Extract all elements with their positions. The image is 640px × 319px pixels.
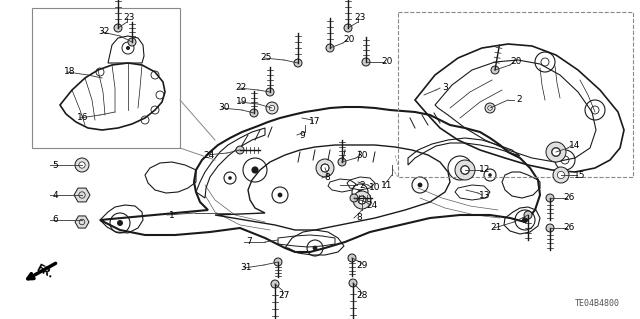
- Circle shape: [353, 191, 371, 209]
- Circle shape: [546, 142, 566, 162]
- Circle shape: [344, 24, 352, 32]
- Circle shape: [326, 44, 334, 52]
- Circle shape: [362, 58, 370, 66]
- Circle shape: [488, 173, 492, 177]
- Circle shape: [271, 280, 279, 288]
- Circle shape: [321, 164, 329, 172]
- Text: 30: 30: [218, 103, 230, 113]
- Circle shape: [236, 146, 244, 154]
- Circle shape: [491, 66, 499, 74]
- Text: 22: 22: [236, 84, 247, 93]
- Text: 23: 23: [124, 13, 135, 23]
- Circle shape: [455, 160, 475, 180]
- Circle shape: [546, 224, 554, 232]
- Circle shape: [114, 24, 122, 32]
- Circle shape: [316, 159, 334, 177]
- Circle shape: [349, 279, 357, 287]
- Text: 19: 19: [236, 98, 247, 107]
- Polygon shape: [74, 188, 90, 202]
- Circle shape: [274, 258, 282, 266]
- Circle shape: [312, 246, 317, 250]
- Circle shape: [485, 103, 495, 113]
- Text: 3: 3: [442, 84, 448, 93]
- Circle shape: [79, 162, 85, 168]
- Circle shape: [269, 105, 275, 111]
- Circle shape: [228, 176, 232, 180]
- Circle shape: [522, 217, 528, 223]
- Text: 18: 18: [63, 68, 75, 77]
- Text: 24: 24: [367, 201, 378, 210]
- Circle shape: [278, 193, 282, 197]
- Circle shape: [456, 164, 463, 172]
- Text: 29: 29: [356, 261, 368, 270]
- Text: 13: 13: [479, 190, 490, 199]
- Circle shape: [126, 46, 130, 50]
- Text: 20: 20: [381, 57, 393, 66]
- Circle shape: [552, 147, 561, 157]
- Text: 20: 20: [344, 35, 355, 44]
- Circle shape: [252, 167, 259, 174]
- Text: 2: 2: [360, 181, 365, 189]
- Circle shape: [358, 189, 362, 194]
- Circle shape: [75, 158, 89, 172]
- Text: 14: 14: [568, 140, 580, 150]
- Text: 12: 12: [479, 166, 490, 174]
- Circle shape: [417, 182, 422, 187]
- Text: 8: 8: [324, 174, 330, 182]
- Circle shape: [294, 59, 302, 67]
- Text: 32: 32: [99, 27, 110, 36]
- Text: 1: 1: [169, 211, 175, 219]
- Circle shape: [117, 220, 123, 226]
- Text: 25: 25: [260, 54, 272, 63]
- Text: 24: 24: [204, 151, 215, 160]
- Text: 7: 7: [246, 238, 252, 247]
- Text: 20: 20: [511, 57, 522, 66]
- Circle shape: [250, 109, 258, 117]
- Text: 31: 31: [241, 263, 252, 272]
- Circle shape: [266, 102, 278, 114]
- Circle shape: [546, 194, 554, 202]
- Text: 28: 28: [356, 291, 368, 300]
- Text: 6: 6: [52, 216, 58, 225]
- Text: 8: 8: [356, 213, 362, 222]
- Text: FR.: FR.: [34, 263, 54, 281]
- Circle shape: [553, 167, 569, 183]
- Text: 2: 2: [516, 95, 522, 105]
- Circle shape: [557, 171, 564, 179]
- Circle shape: [524, 211, 532, 219]
- Text: 15: 15: [573, 170, 585, 180]
- Circle shape: [350, 194, 358, 202]
- Text: 4: 4: [52, 190, 58, 199]
- Polygon shape: [75, 216, 89, 228]
- Text: 10: 10: [369, 183, 380, 192]
- Circle shape: [461, 166, 470, 174]
- Bar: [32, 8, 180, 148]
- Text: 26: 26: [564, 224, 575, 233]
- Text: 26: 26: [564, 194, 575, 203]
- Text: 16: 16: [77, 114, 88, 122]
- Text: 11: 11: [381, 181, 392, 189]
- Circle shape: [358, 196, 366, 204]
- Text: TE04B4800: TE04B4800: [575, 299, 620, 308]
- Text: 5: 5: [52, 160, 58, 169]
- Circle shape: [348, 254, 356, 262]
- Circle shape: [266, 88, 274, 96]
- Circle shape: [338, 158, 346, 166]
- Circle shape: [128, 38, 136, 46]
- Text: 23: 23: [355, 13, 366, 23]
- Text: 27: 27: [278, 291, 290, 300]
- Text: 21: 21: [491, 224, 502, 233]
- Text: 9: 9: [300, 130, 305, 139]
- Circle shape: [488, 106, 492, 110]
- Bar: [398, 12, 633, 177]
- Text: 30: 30: [356, 151, 368, 160]
- Text: 17: 17: [308, 117, 320, 127]
